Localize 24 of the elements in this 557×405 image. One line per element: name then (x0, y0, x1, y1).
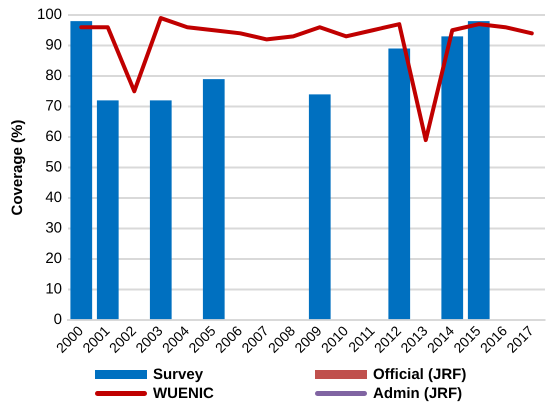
legend-label: Official (JRF) (373, 366, 466, 383)
y-tick-label: 10 (45, 280, 62, 298)
legend-label: Survey (153, 366, 204, 383)
y-axis-title: Coverage (%) (9, 120, 26, 216)
y-tick-label: 20 (45, 250, 62, 268)
bar (202, 79, 225, 320)
y-tick-label: 70 (45, 98, 62, 115)
bar (308, 94, 331, 320)
y-tick-label: 30 (45, 220, 62, 237)
legend-label: WUENIC (153, 385, 214, 402)
y-tick-label: 50 (45, 158, 62, 176)
y-tick-label: 60 (45, 128, 62, 146)
bar (468, 21, 490, 320)
y-tick-label: 0 (54, 311, 62, 328)
y-tick-label: 90 (45, 36, 62, 54)
bar (388, 48, 410, 320)
bar (70, 21, 92, 320)
bar (150, 100, 172, 320)
bar (441, 36, 464, 320)
y-tick-label: 80 (45, 67, 62, 84)
bar (96, 100, 119, 320)
y-tick-label: 100 (36, 6, 62, 24)
y-tick-label: 40 (45, 189, 62, 206)
legend-label: Admin (JRF) (373, 385, 462, 402)
